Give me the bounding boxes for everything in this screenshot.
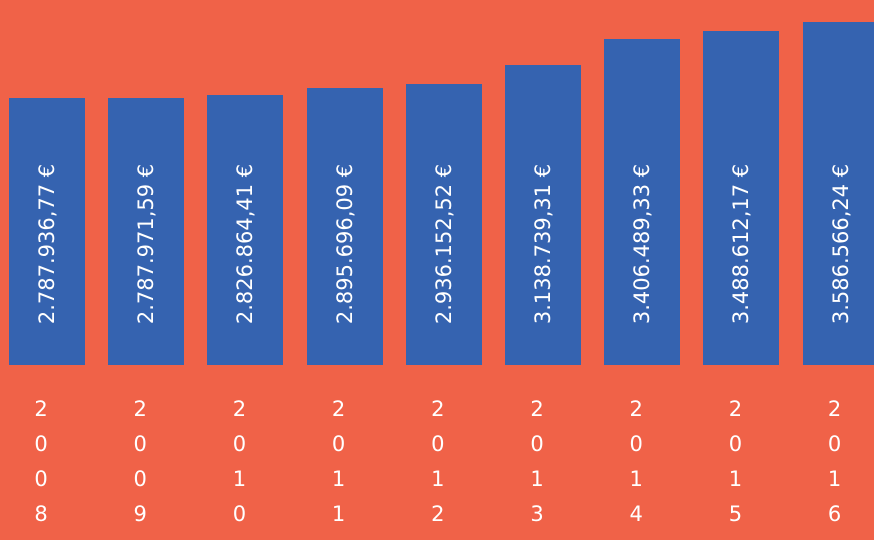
bar: [306, 88, 383, 365]
x-tick-label: 2015: [728, 397, 743, 526]
x-tick-label: 2008: [34, 397, 48, 526]
x-tick-label: 2012: [431, 397, 445, 526]
value-label: 3.406.489,33 €: [630, 163, 655, 325]
bar: [802, 22, 874, 365]
bar: [505, 64, 581, 365]
bar: [405, 84, 482, 365]
value-label: 2.787.936,77 €: [35, 163, 59, 325]
x-tick-label: 2011: [331, 397, 346, 526]
x-tick-label: 2016: [827, 397, 842, 526]
value-label: 3.488.612,17 €: [729, 163, 754, 325]
bar: [9, 98, 85, 365]
value-label: 3.138.739,31 €: [531, 163, 555, 325]
value-label: 3.586.566,24 €: [828, 163, 853, 325]
value-label: 2.936.152,52 €: [431, 163, 456, 325]
bar: [108, 98, 185, 365]
x-tick-label: 2014: [629, 397, 643, 526]
bar: [703, 31, 780, 365]
value-label: 2.826.864,41 €: [233, 163, 258, 325]
bar: [604, 39, 681, 365]
x-tick-label: 2013: [530, 397, 544, 526]
value-label: 2.895.696,09 €: [332, 163, 357, 325]
bar: [207, 94, 284, 365]
value-label: 2.787.971,59 €: [134, 163, 159, 325]
x-tick-label: 2010: [232, 397, 247, 526]
x-tick-label: 2009: [133, 397, 147, 526]
